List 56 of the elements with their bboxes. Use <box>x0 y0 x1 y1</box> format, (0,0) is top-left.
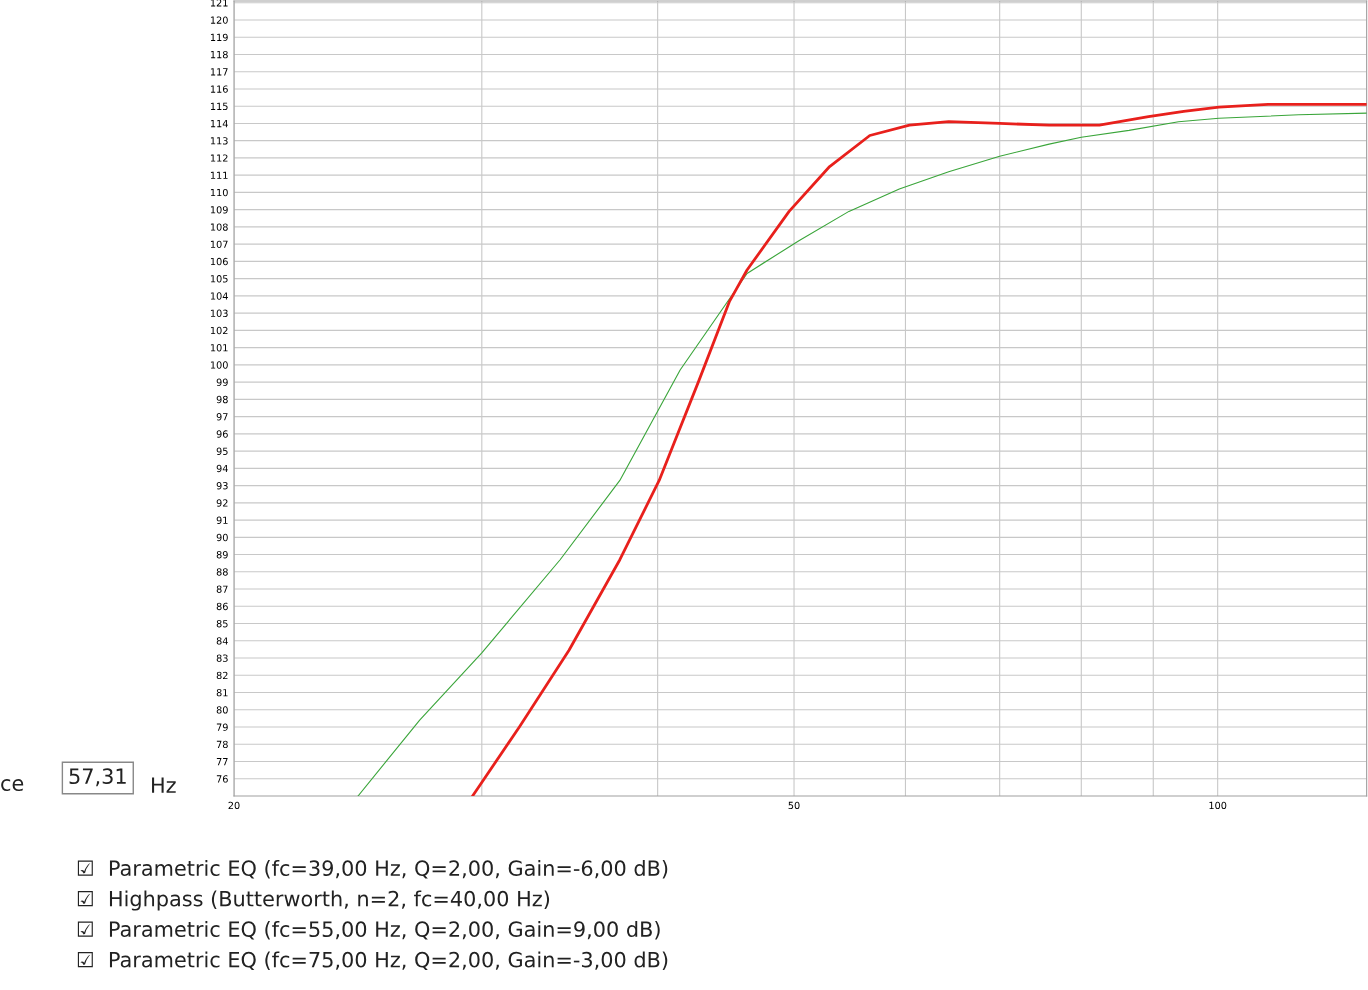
y-tick-label: 99 <box>216 378 228 386</box>
y-tick-label: 115 <box>210 102 228 111</box>
text: Hz <box>152 777 176 793</box>
y-tick-label: 76 <box>216 775 228 783</box>
y-tick-label: 83 <box>216 654 228 662</box>
y-tick-label: 117 <box>210 68 228 76</box>
x-tick-label: 100 <box>1209 801 1227 810</box>
y-tick-label: 88 <box>216 568 228 576</box>
y-tick-label: 86 <box>216 602 228 611</box>
y-tick-label: 121 <box>210 0 228 7</box>
text: ☑ Parametric EQ (fc=39,00 Hz, Q=2,00, Gain=-6,00 dB) <box>77 859 668 879</box>
y-tick-label: 110 <box>210 188 228 197</box>
y-tick-label: 85 <box>216 620 228 628</box>
y-tick-label: 81 <box>216 689 228 697</box>
x-tick-label: 20 <box>228 801 240 810</box>
y-tick-label: 79 <box>216 723 228 731</box>
y-tick-label: 119 <box>210 33 228 42</box>
y-tick-label: 87 <box>216 585 228 593</box>
text: ce <box>1 779 24 792</box>
y-tick-label: 113 <box>210 137 228 145</box>
text: 57,31 <box>69 768 126 787</box>
y-tick-label: 102 <box>210 326 228 335</box>
y-tick-label: 100 <box>210 361 228 369</box>
y-tick-label: 92 <box>216 499 228 507</box>
text: ☑ Parametric EQ (fc=55,00 Hz, Q=2,00, Gain=9,00 dB) <box>77 920 660 940</box>
text: ☑ Highpass (Butterworth, n=2, fc=40,00 Hz) <box>77 890 550 911</box>
y-tick-label: 82 <box>216 671 228 680</box>
y-tick-label: 97 <box>216 413 228 421</box>
y-tick-label: 103 <box>210 309 228 317</box>
y-tick-label: 108 <box>210 223 228 231</box>
y-tick-label: 78 <box>216 740 228 749</box>
x-tick-label: 50 <box>788 801 800 810</box>
y-tick-label: 94 <box>216 464 228 473</box>
y-tick-label: 77 <box>216 758 228 766</box>
y-tick-label: 95 <box>216 447 228 455</box>
y-tick-label: 105 <box>210 275 228 283</box>
y-tick-label: 91 <box>216 516 228 524</box>
y-tick-label: 89 <box>216 551 228 559</box>
y-tick-label: 80 <box>216 706 228 714</box>
y-tick-label: 116 <box>210 85 228 93</box>
y-tick-label: 101 <box>210 344 228 352</box>
text: ☑ Parametric EQ (fc=75,00 Hz, Q=2,00, Gain=-3,00 dB) <box>77 951 668 970</box>
y-tick-label: 107 <box>210 240 228 248</box>
y-tick-label: 98 <box>216 395 228 404</box>
y-tick-label: 96 <box>216 430 228 438</box>
y-tick-label: 120 <box>210 16 228 24</box>
y-tick-label: 118 <box>210 50 228 59</box>
y-tick-label: 109 <box>210 206 228 214</box>
y-tick-label: 114 <box>210 120 228 128</box>
y-tick-label: 106 <box>210 257 228 266</box>
y-tick-label: 90 <box>216 533 228 542</box>
y-tick-label: 112 <box>210 154 228 162</box>
y-tick-label: 104 <box>210 292 228 300</box>
y-tick-label: 111 <box>210 171 228 179</box>
y-tick-label: 84 <box>216 637 228 645</box>
y-tick-label: 93 <box>216 482 228 490</box>
